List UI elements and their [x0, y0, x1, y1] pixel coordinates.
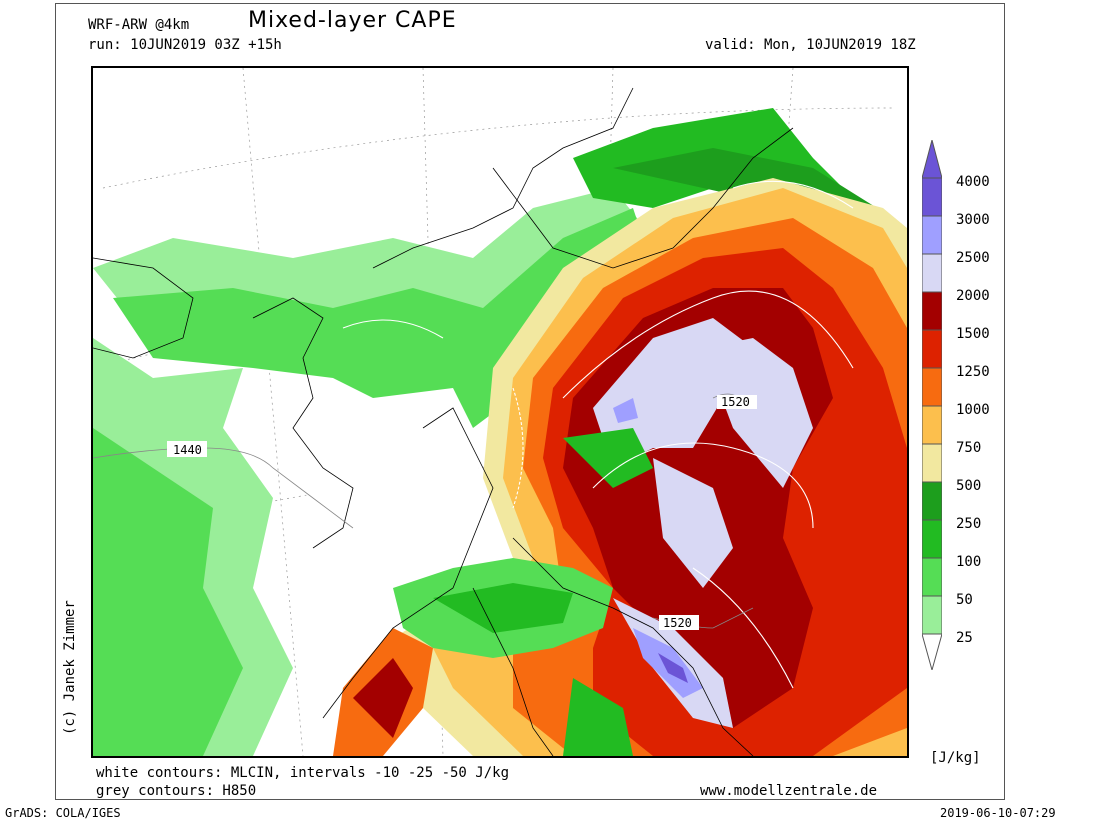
cb-1500: [921, 329, 943, 369]
area-250-germany: [563, 428, 653, 488]
cape-map: 1440 1520 1520: [91, 66, 909, 758]
cb-1000: [921, 405, 943, 445]
colorbar-label: 2000: [956, 288, 990, 304]
contour-label-box-1440: [167, 441, 207, 457]
cb-2500: [921, 253, 943, 293]
area-2500-east: [703, 338, 813, 488]
valid-label: valid: Mon, 10JUN2019 18Z: [705, 37, 916, 53]
colorbar-unit: [J/kg]: [930, 750, 981, 766]
borders: [93, 87, 794, 756]
colorbar: [921, 138, 943, 672]
cb-1250: [921, 367, 943, 407]
cb-3000: [921, 215, 943, 255]
run-label: run: 10JUN2019 03Z +15h: [88, 37, 282, 53]
contour-label-1520-b: 1520: [663, 616, 692, 630]
colorbar-bottom-arrow: [921, 633, 943, 672]
cb-500: [921, 481, 943, 521]
author-credit: (c) Janek Zimmer: [62, 600, 78, 735]
colorbar-label: 100: [956, 554, 982, 570]
colorbar-label: 4000: [956, 174, 990, 190]
cb-4000: [921, 177, 943, 217]
white-contours-note: white contours: MLCIN, intervals -10 -25…: [96, 765, 510, 781]
colorbar-label: 250: [956, 516, 982, 532]
area-3000-a: [613, 398, 638, 423]
colorbar-label: 500: [956, 478, 982, 494]
contour-label-1520-a: 1520: [721, 395, 750, 409]
colorbar-label: 2500: [956, 250, 990, 266]
colorbar-label: 1500: [956, 326, 990, 342]
contour-label-1440: 1440: [173, 443, 202, 457]
area-2500-mid: [653, 458, 733, 588]
contour-label-box-1520-a: [717, 395, 757, 409]
grads-label: GrADS: COLA/IGES: [5, 806, 121, 820]
cb-2000: [921, 291, 943, 331]
website-link[interactable]: www.modellzentrale.de: [700, 783, 878, 799]
figure-frame: [55, 3, 1005, 800]
colorbar-label: 3000: [956, 212, 990, 228]
cb-50: [921, 595, 943, 635]
colorbar-label: 1250: [956, 364, 990, 380]
mlcin-contours: [342, 180, 854, 689]
area-2000-south: [353, 658, 413, 738]
area-500-baltic: [613, 148, 907, 268]
colorbar-label: 750: [956, 440, 982, 456]
map-title: Mixed-layer CAPE: [248, 8, 457, 33]
area-4000: [658, 653, 688, 683]
cb-250: [921, 519, 943, 559]
timestamp: 2019-06-10-07:29: [940, 806, 1056, 820]
colorbar-top-arrow: [921, 138, 943, 179]
area-250-alps: [433, 583, 573, 633]
colorbar-label: 1000: [956, 402, 990, 418]
model-label: WRF-ARW @4km: [88, 17, 190, 33]
colorbar-label: 25: [956, 630, 973, 646]
grey-contours-note: grey contours: H850: [96, 783, 257, 799]
area-250-italy: [563, 678, 633, 756]
area-100-west: [93, 428, 243, 756]
area-none-france: [293, 388, 483, 668]
colorbar-label: 50: [956, 592, 973, 608]
cb-750: [921, 443, 943, 483]
cb-100: [921, 557, 943, 597]
contour-label-box-1520-b: [659, 615, 699, 630]
